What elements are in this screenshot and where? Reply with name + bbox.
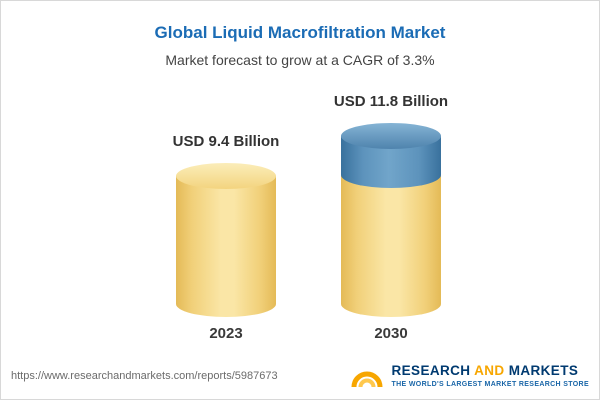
bar-chart: USD 9.4 Billion 2023 USD 11.8 Billion 20… xyxy=(1,1,599,361)
bar-2030: USD 11.8 Billion 2030 xyxy=(334,93,448,342)
researchandmarkets-logo: RESEARCH AND MARKETS THE WORLD'S LARGEST… xyxy=(350,361,589,391)
category-label-2023: 2023 xyxy=(209,325,243,342)
report-url-link[interactable]: https://www.researchandmarkets.com/repor… xyxy=(11,370,278,382)
logo-mark-icon xyxy=(351,371,383,388)
value-label-2023: USD 9.4 Billion xyxy=(172,133,280,150)
growth-cap-top-2030 xyxy=(341,123,441,149)
footer: https://www.researchandmarkets.com/repor… xyxy=(1,353,599,399)
logo-word-and: AND xyxy=(474,362,505,378)
logo-text: RESEARCH AND MARKETS THE WORLD'S LARGEST… xyxy=(391,363,589,390)
cylinder-top-2023 xyxy=(176,163,276,189)
logo-word-markets: MARKETS xyxy=(508,362,579,378)
chart-subtitle: Market forecast to grow at a CAGR of 3.3… xyxy=(165,52,435,68)
value-label-2030: USD 11.8 Billion xyxy=(333,93,449,110)
logo-wordmark: RESEARCH AND MARKETS xyxy=(391,363,589,380)
chart-title: Global Liquid Macrofiltration Market xyxy=(154,23,446,42)
logo-word-research: RESEARCH xyxy=(391,362,471,378)
bar-2023: USD 9.4 Billion 2023 xyxy=(173,133,280,342)
logo-tagline: THE WORLD'S LARGEST MARKET RESEARCH STOR… xyxy=(391,380,589,388)
category-label-2030: 2030 xyxy=(374,325,408,342)
cylinder-body-2023 xyxy=(176,176,276,317)
